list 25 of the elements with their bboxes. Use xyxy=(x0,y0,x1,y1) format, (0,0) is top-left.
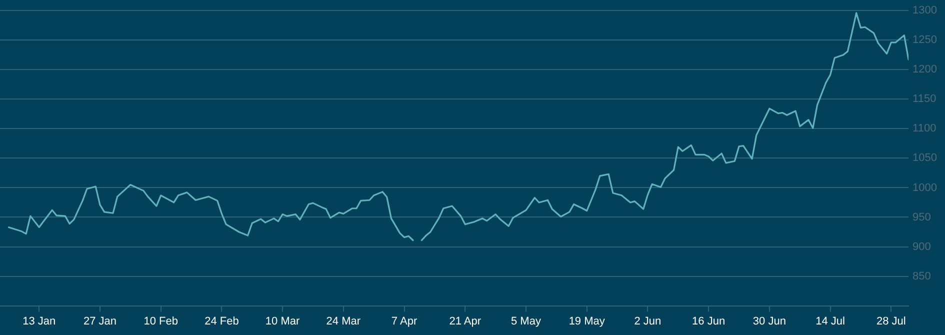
x-tick-label: 10 Mar xyxy=(265,315,300,328)
x-tick-label: 28 Jul xyxy=(876,315,906,328)
y-tick-label: 1200 xyxy=(912,64,938,76)
x-tick-label: 13 Jan xyxy=(22,315,56,328)
x-tick-label: 24 Feb xyxy=(204,315,239,328)
x-tick-label: 10 Feb xyxy=(144,315,178,328)
y-tick-label: 900 xyxy=(912,240,931,253)
y-tick-label: 1250 xyxy=(912,34,938,46)
x-tick-label: 30 Jun xyxy=(752,315,786,328)
x-tick-label: 24 Mar xyxy=(326,315,361,328)
y-tick-label: 1150 xyxy=(912,93,936,106)
x-tick-label: 27 Jan xyxy=(83,315,116,328)
x-tick-label: 14 Jul xyxy=(816,315,845,328)
x-tick-label: 7 Apr xyxy=(391,315,418,328)
x-tick-label: 5 May xyxy=(511,315,542,328)
y-tick-label: 950 xyxy=(912,211,931,224)
y-tick-label: 1100 xyxy=(912,122,936,135)
x-tick-label: 2 Jun xyxy=(634,315,662,328)
y-tick-label: 850 xyxy=(912,270,931,282)
x-tick-label: 16 Jun xyxy=(692,315,726,328)
y-tick-label: 1300 xyxy=(912,4,938,17)
x-tick-label: 19 May xyxy=(568,315,606,328)
x-tick-label: 21 Apr xyxy=(449,315,482,328)
y-tick-label: 1050 xyxy=(912,152,938,164)
y-tick-label: 1000 xyxy=(912,182,938,194)
